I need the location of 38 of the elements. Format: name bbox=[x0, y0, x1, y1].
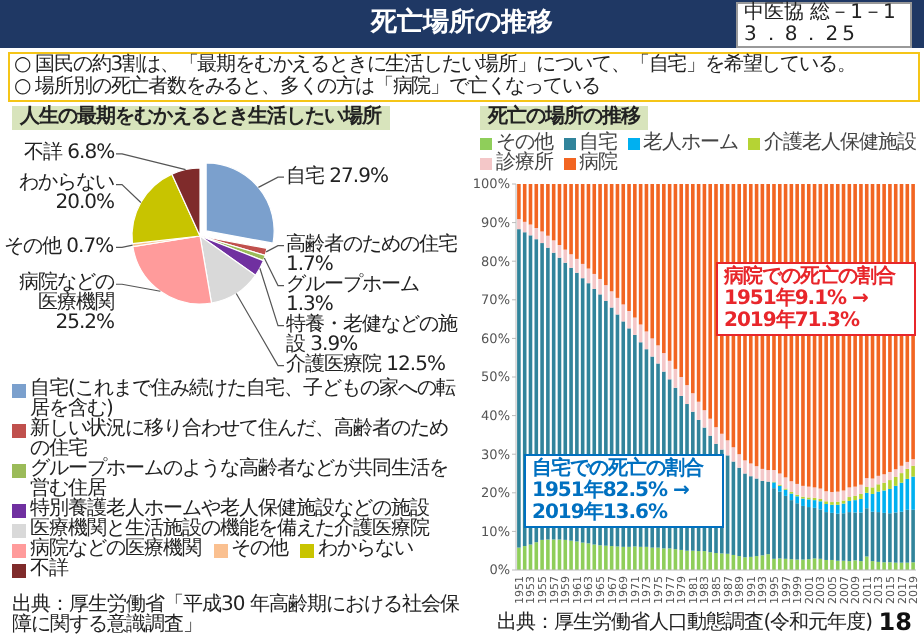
text: ○ 場所別の死亡者数をみると、多くの方は「病院」で亡くなっている bbox=[14, 75, 602, 98]
text: 3．8．25 bbox=[744, 23, 859, 46]
source-note: 出典：厚生労働省人口動態調査(令和元年度) bbox=[495, 612, 872, 634]
data-label: グループホーム 1.3% bbox=[286, 273, 419, 316]
annotation: 自宅での死亡の割合 bbox=[532, 458, 706, 481]
legend-label: グループホームのような高齢者などが共同生活を営む住居 bbox=[30, 458, 450, 500]
legend-label: 老人ホーム bbox=[643, 132, 738, 154]
legend-label: わからない bbox=[318, 538, 413, 560]
data-label: わからない 20.0% bbox=[17, 172, 114, 215]
text: 死亡場所の推移 bbox=[371, 8, 553, 38]
legend-label: 医療機関と生活施設の機能を備えた介護医療院 bbox=[30, 518, 429, 540]
chart-title: 人生の最期をむかえるとき生活したい場所 bbox=[12, 106, 389, 130]
data-label: 介護医療院 12.5% bbox=[286, 353, 445, 376]
legend-label: 病院などの医療機関 bbox=[30, 538, 201, 560]
legend-label: 特別養護老人ホームや老人保健施設などの施設 bbox=[30, 498, 429, 520]
legend-label: 病院 bbox=[579, 152, 617, 174]
legend-label: 新しい状況に移り合わせて住んだ、高齢者のための住宅 bbox=[30, 418, 450, 460]
legend-label: 不詳 bbox=[30, 558, 68, 580]
source-note: 出典：厚生労働省「平成30 年高齢期における社会保障に関する意識調査」 bbox=[12, 594, 460, 636]
text: 18 bbox=[878, 608, 912, 636]
chart-title: 死亡の場所の推移 bbox=[480, 106, 648, 130]
annotation: 1951年9.1% → 2019年71.3% bbox=[724, 287, 870, 332]
data-label: その他 0.7% bbox=[4, 235, 114, 258]
legend-label: 介護老人保健施設 bbox=[764, 132, 916, 154]
text: 中医協 総－1－1 bbox=[744, 2, 896, 25]
annotation: 1951年82.5% → 2019年13.6% bbox=[532, 480, 691, 525]
legend-label: その他 bbox=[231, 538, 288, 560]
data-label: 特養・老健などの施設 3.9% bbox=[286, 313, 460, 356]
text: ○ 国民の約3割は、「最期をむかえるときに生活したい場所」について、「自宅」を希望している。 bbox=[14, 54, 858, 76]
data-label: 自宅 27.9% bbox=[286, 165, 388, 188]
data-label: 高齢者のための住宅 1.7% bbox=[286, 233, 459, 276]
legend-label: 自宅(これまで住み続けた自宅、子どもの家への転居を含む) bbox=[30, 378, 458, 420]
legend-label: 自宅 bbox=[579, 132, 617, 154]
legend-label: 診療所 bbox=[496, 152, 553, 174]
data-label: 病院などの医療機関 25.2% bbox=[17, 272, 114, 335]
annotation: 病院での死亡の割合 bbox=[724, 265, 898, 288]
legend-label: その他 bbox=[496, 132, 553, 154]
data-label: 不詳 6.8% bbox=[24, 141, 115, 164]
